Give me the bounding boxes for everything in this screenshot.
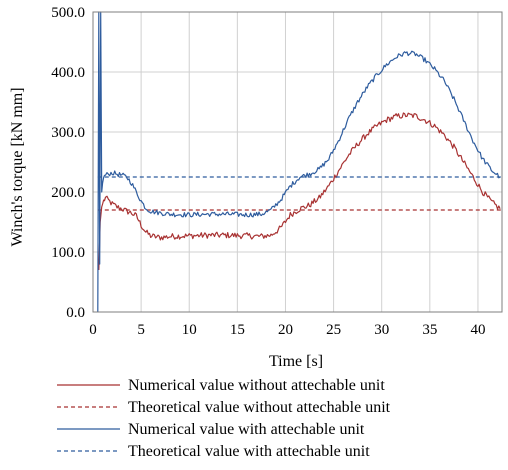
y-axis-title: Winch's torque [kN mm] xyxy=(9,87,26,246)
x-tick-label: 25 xyxy=(326,322,341,338)
x-tick-label: 5 xyxy=(137,322,145,338)
series-line-1 xyxy=(98,112,501,271)
x-tick-labels: 0 5 10 15 20 25 30 35 40 xyxy=(89,322,485,338)
legend-label: Numerical value without attechable unit xyxy=(128,377,385,394)
plot-frame xyxy=(92,11,503,313)
x-tick-label: 15 xyxy=(230,322,245,338)
x-tick-label: 30 xyxy=(374,322,389,338)
legend-label: Theoretical value without attechable uni… xyxy=(128,399,391,416)
legend: Numerical value without attechable unit T… xyxy=(57,377,391,460)
series-lines xyxy=(97,11,502,313)
y-tick-label: 200.0 xyxy=(51,185,85,201)
x-axis-title: Time [s] xyxy=(269,353,323,370)
x-tick-label: 20 xyxy=(278,322,293,338)
y-tick-label: 0.0 xyxy=(66,305,85,321)
grid xyxy=(93,12,502,312)
x-tick-label: 0 xyxy=(89,322,97,338)
y-tick-label: 400.0 xyxy=(51,65,85,81)
y-tick-label: 100.0 xyxy=(51,245,85,261)
series-line-3 xyxy=(97,11,501,313)
x-tick-label: 40 xyxy=(470,322,485,338)
x-tick-label: 35 xyxy=(422,322,437,338)
y-tick-label: 300.0 xyxy=(51,125,85,141)
legend-label: Theoretical value with attechable unit xyxy=(128,443,370,460)
x-tick-label: 10 xyxy=(182,322,197,338)
y-tick-label: 500.0 xyxy=(51,5,85,21)
legend-label: Numerical value with attechable unit xyxy=(128,421,365,438)
y-tick-labels: 0.0 100.0 200.0 300.0 400.0 500.0 xyxy=(51,5,85,321)
